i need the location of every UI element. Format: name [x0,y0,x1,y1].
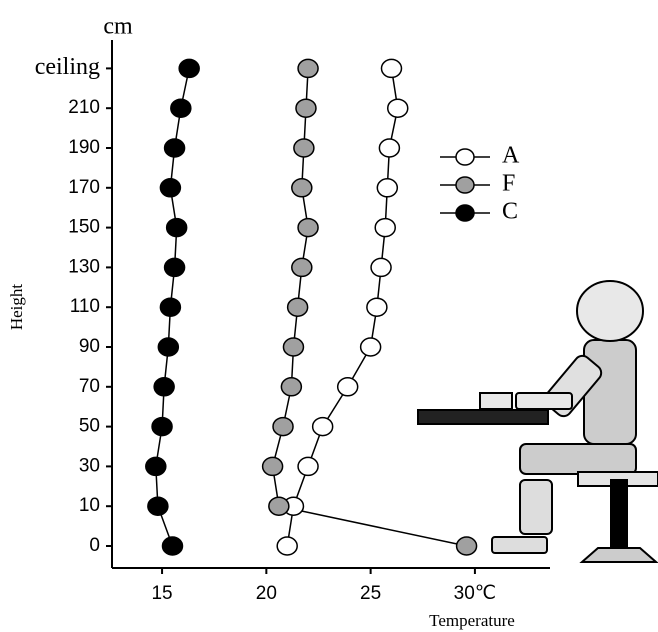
point [297,58,319,79]
x-axis-label: Temperature [429,611,515,630]
point [151,416,173,437]
point [178,58,200,79]
point [161,536,184,556]
y-tick-label: 190 [68,137,100,158]
x-tick-label: 15 [151,583,172,604]
legend-marker [455,204,475,222]
point [311,416,334,437]
point [170,98,192,118]
person-illustration [417,280,658,563]
x-tick-label: 30℃ [454,583,496,604]
point [359,337,382,357]
point [153,377,175,397]
y-tick-label: 10 [79,495,100,516]
y-tick-label: 30 [79,455,100,476]
point [163,138,186,158]
point [276,536,298,556]
legend-label: C [502,199,518,225]
point [145,456,167,477]
x-tick-label: 25 [360,583,381,604]
point [282,337,305,357]
point [291,257,313,278]
point [147,496,169,516]
point [336,377,359,397]
legend-label: F [502,171,515,197]
point [378,138,401,158]
y-tick-label: 90 [79,336,100,357]
legend-label: A [502,143,520,169]
y-tick-label: 0 [89,535,100,556]
point [272,416,294,437]
legend-marker [455,148,475,166]
y-tick-label: 210 [68,97,100,118]
point [293,138,315,158]
point [455,536,478,556]
x-tick-label: 20 [256,583,277,604]
point [157,337,180,357]
y-tick-label: 130 [68,256,100,277]
point [159,297,182,317]
point [163,257,186,278]
point [380,58,403,79]
legend-marker [455,176,475,194]
point [291,178,313,198]
point [280,377,303,397]
point [261,456,284,477]
point [165,217,188,238]
point [159,178,182,198]
point [370,257,392,278]
y-axis-label: Height [7,284,26,331]
point [286,297,309,317]
y-unit: cm [103,14,133,40]
point [386,98,409,118]
y-tick-label: 170 [68,177,100,198]
point [297,217,319,238]
point [376,178,399,198]
point [268,496,290,516]
y-tick-label: 50 [79,416,100,437]
point [295,98,317,118]
point [366,297,388,317]
y-tick-label: 70 [79,376,100,397]
point [297,456,319,477]
point [374,217,396,238]
y-tick-label: 110 [70,296,100,317]
y-tick-label: 150 [68,217,100,238]
y-tick-label: ceiling [35,54,100,80]
